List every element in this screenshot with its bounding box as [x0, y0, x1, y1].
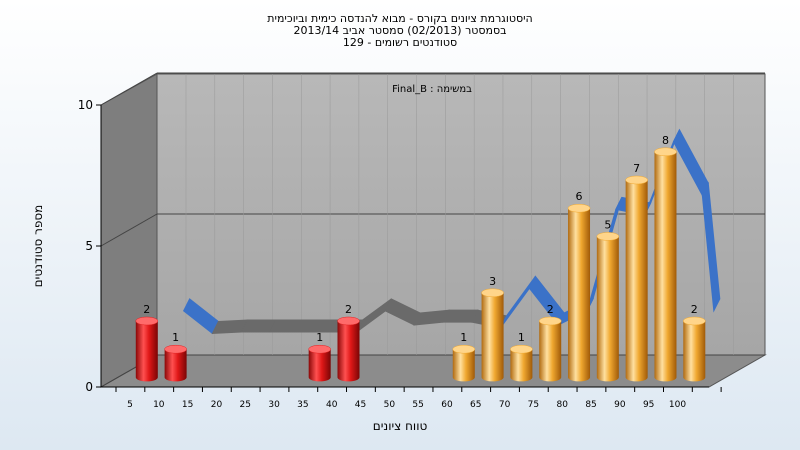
x-tick-label: 70 — [499, 400, 511, 410]
bar-x-10 — [164, 344, 187, 382]
bar-body — [596, 236, 619, 382]
chart-title-line-2: בסמסטר (02/2013) סמסטר אביב 2013/14 — [293, 24, 507, 37]
bar-value-label: 1 — [518, 331, 525, 344]
bar-body — [337, 321, 360, 382]
y-tick-label: 10 — [78, 98, 93, 112]
bar-body — [164, 349, 187, 382]
y-axis-title: מספר סטודנטים — [31, 205, 45, 288]
bar-value-label: 5 — [604, 218, 611, 231]
x-tick-label: 100 — [669, 400, 686, 410]
chart-title-line-1: היסטוגרמת ציונים בקורס - מבוא להנדסה כימ… — [267, 12, 533, 25]
bar-value-label: 3 — [489, 275, 496, 288]
bar-value-label: 2 — [143, 303, 150, 316]
x-tick-label: 25 — [240, 400, 251, 410]
x-axis-title: טווח ציונים — [373, 419, 428, 433]
bar-body — [683, 321, 706, 382]
bar-top — [625, 175, 648, 185]
bar-value-label: 6 — [576, 190, 583, 203]
value-labels: 2 1 1 2 1 3 1 2 6 5 7 8 2 — [143, 134, 697, 344]
x-tick-label: 55 — [412, 400, 423, 410]
bar-body — [568, 208, 591, 382]
bar-x-85 — [596, 232, 620, 382]
x-tick-label: 10 — [153, 400, 165, 410]
bar-top — [596, 232, 620, 241]
chart-title-line-3: סטודנטים רשומים - 129 — [342, 36, 458, 49]
bar-top — [538, 316, 562, 326]
bar-value-label: 2 — [547, 303, 554, 316]
x-tick-label: 5 — [127, 400, 133, 410]
bar-body — [308, 349, 331, 382]
bar-x-95 — [654, 147, 677, 382]
bars-layer — [135, 147, 706, 382]
bar-value-label: 1 — [460, 331, 467, 344]
bar-value-label: 2 — [345, 303, 352, 316]
bar-top — [567, 203, 591, 213]
bar-top — [510, 344, 533, 354]
ribbon-segment — [701, 181, 721, 313]
x-tick-label: 90 — [614, 400, 626, 410]
bar-body — [625, 180, 648, 382]
x-tick-label: 20 — [211, 400, 223, 410]
bar-body — [135, 321, 158, 382]
bar-body — [452, 349, 475, 382]
bar-x-5 — [135, 316, 159, 382]
bar-top — [337, 316, 360, 326]
bar-top — [164, 344, 187, 354]
bar-body — [481, 292, 504, 382]
x-tick-label: 85 — [585, 400, 596, 410]
x-tick-label: 95 — [643, 400, 654, 410]
x-tick-label: 50 — [384, 400, 396, 410]
bar-x-100 — [683, 316, 706, 382]
bar-body — [654, 151, 677, 382]
x-tick-label: 35 — [297, 400, 308, 410]
x-tick-label: 65 — [470, 400, 481, 410]
x-tick-label: 45 — [355, 400, 366, 410]
legend-entry: Final_B : במשימה — [392, 84, 472, 95]
x-tick-label: 75 — [528, 400, 539, 410]
y-tick-label: 0 — [85, 380, 93, 394]
bar-top — [452, 344, 476, 354]
bar-x-70 — [510, 344, 533, 382]
bar-top — [481, 288, 504, 298]
bar-value-label: 8 — [662, 134, 669, 147]
bar-x-60 — [452, 344, 476, 382]
bar-x-35 — [308, 344, 331, 382]
x-tick-label: 60 — [441, 400, 453, 410]
bar-value-label: 2 — [691, 303, 698, 316]
x-tick-label: 40 — [326, 400, 338, 410]
bar-x-40 — [337, 316, 360, 382]
bar-top — [135, 316, 159, 326]
bar-body — [539, 321, 562, 382]
bar-top — [308, 344, 331, 354]
bar-body — [510, 349, 533, 382]
bar-value-label: 7 — [633, 162, 640, 175]
gridline-depth — [100, 213, 158, 247]
x-tick-label: 80 — [557, 400, 569, 410]
x-tick-label: 15 — [182, 400, 193, 410]
y-tick-label: 5 — [85, 239, 93, 253]
bar-value-label: 1 — [316, 331, 323, 344]
bar-top — [654, 147, 677, 157]
bar-x-75 — [538, 316, 562, 382]
bar-x-65 — [481, 288, 504, 382]
bar-x-90 — [625, 175, 648, 382]
x-tick-label: 30 — [268, 400, 280, 410]
bar-x-80 — [567, 203, 591, 382]
bar-top — [683, 316, 706, 326]
bar-value-label: 1 — [172, 331, 179, 344]
gridline-depth — [100, 72, 158, 106]
